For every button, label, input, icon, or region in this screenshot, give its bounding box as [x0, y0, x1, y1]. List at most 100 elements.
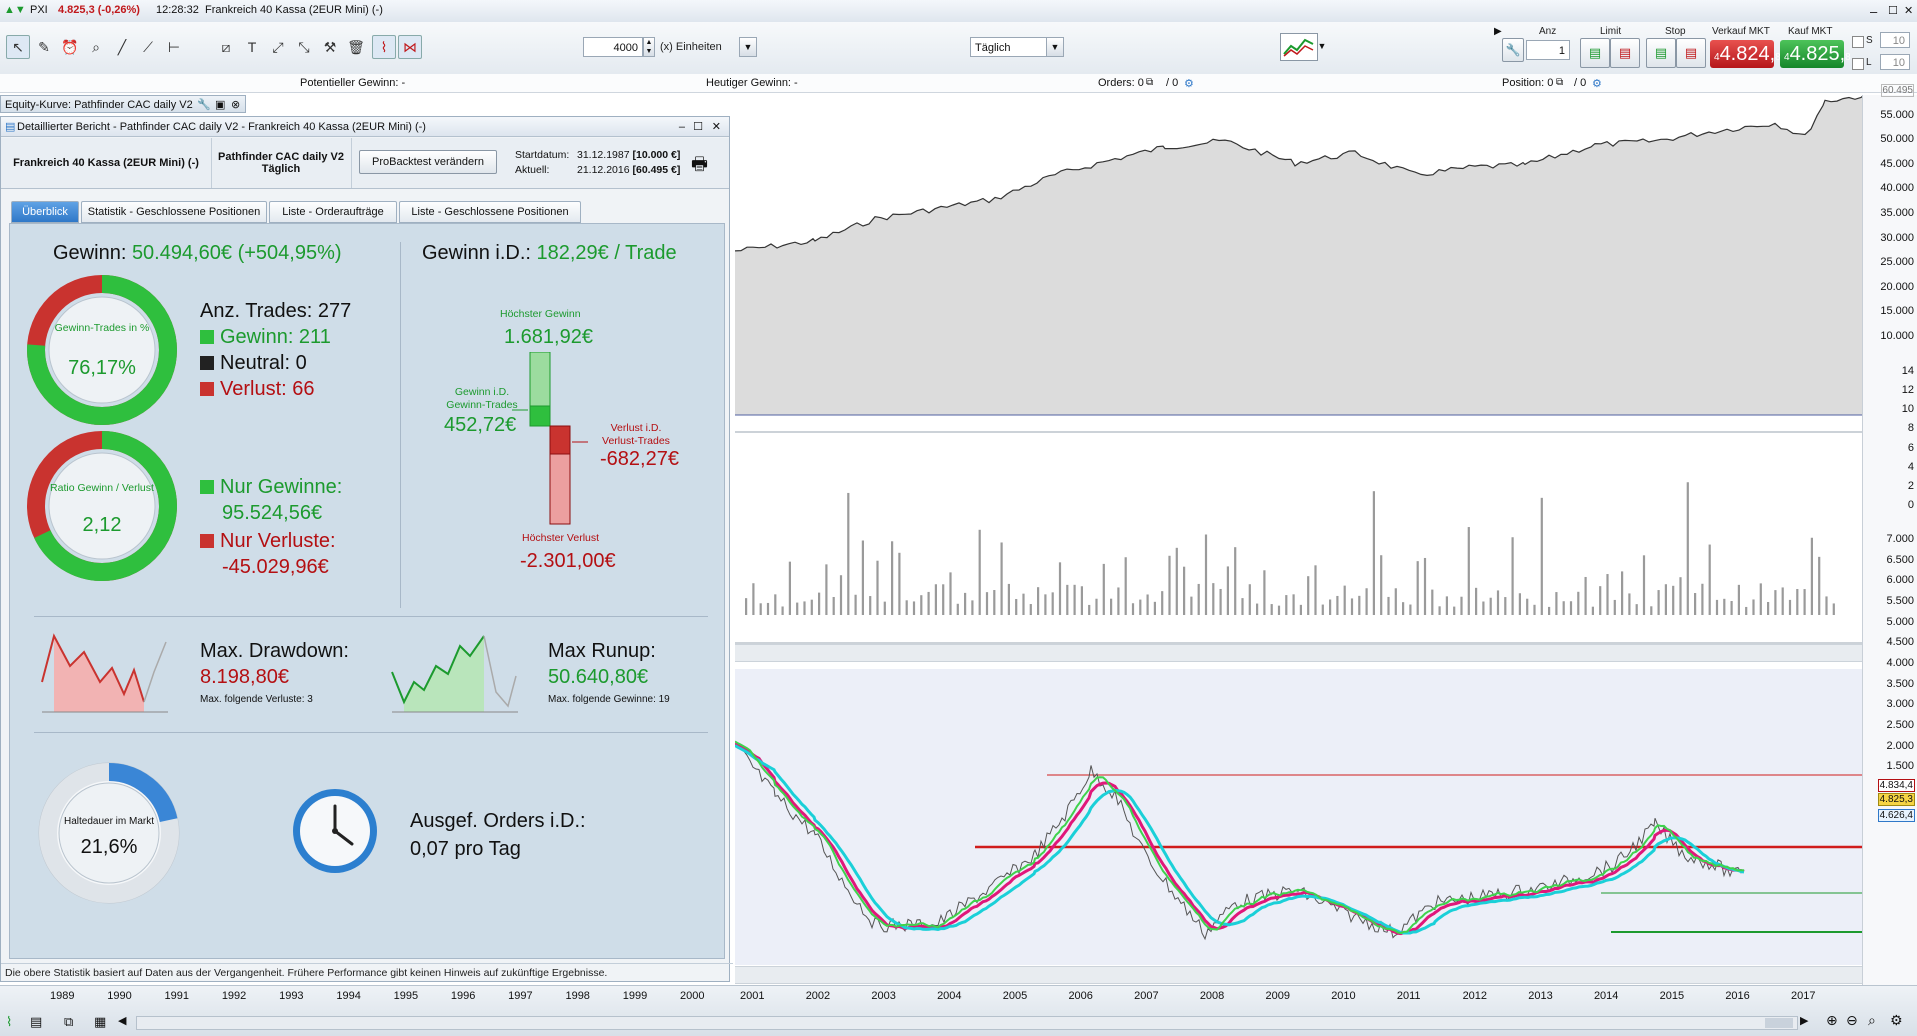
orders-icon[interactable]: ⧉ — [1146, 77, 1154, 88]
maximize-icon[interactable]: ☐ — [693, 121, 703, 133]
scroll-right-icon[interactable]: ▶ — [1800, 1015, 1809, 1027]
tab-orders[interactable]: Liste - Orderaufträge — [269, 201, 397, 223]
chart-type-dropdown-icon[interactable]: ▼ — [1317, 41, 1327, 51]
avg-loss-label: Verlust i.D. Verlust-Trades — [602, 422, 670, 447]
equity-curve-tab[interactable]: Equity-Kurve: Pathfinder CAC daily V2 🔧 … — [0, 95, 246, 113]
settings-icon[interactable]: ⚙ — [1890, 1012, 1903, 1028]
chart-icon-2[interactable]: ▤ — [30, 1014, 43, 1029]
equity-tick: 15.000 — [1880, 305, 1914, 318]
delete-icon[interactable]: 🗑 — [347, 39, 365, 55]
volume-bar — [1285, 595, 1288, 615]
report-strategy-cell: Pathfinder CAC daily V2 Täglich — [211, 138, 352, 188]
neutral-label: Neutral: 0 — [220, 352, 307, 374]
position-settings-icon[interactable]: ⚙ — [1592, 78, 1602, 90]
anz-input[interactable]: 1 — [1526, 40, 1570, 60]
scroll-left-icon[interactable]: ◀ — [118, 1015, 127, 1027]
scroll-thumb[interactable] — [1765, 1018, 1793, 1028]
limit-buy-button[interactable]: ▤ — [1580, 38, 1610, 68]
symbol-label[interactable]: PXI — [30, 4, 48, 16]
volume-bar — [1599, 586, 1602, 615]
zoom-reset-icon[interactable]: ⌕ — [1868, 1012, 1876, 1028]
s-input[interactable]: 10 — [1880, 32, 1910, 48]
sell-mkt-button[interactable]: 44.824,8 — [1710, 40, 1781, 68]
volume-bar — [1066, 584, 1069, 615]
volume-bar — [1577, 591, 1580, 615]
neutral-row: Neutral: 0 — [200, 352, 307, 375]
only-loss-value: -45.029,96€ — [222, 556, 329, 578]
ray-icon[interactable]: ⟋ — [143, 39, 153, 55]
orders-settings-icon[interactable]: ⚙ — [1184, 78, 1194, 90]
unit-label: (x) Einheiten — [660, 41, 722, 53]
window-icon[interactable]: ▣ — [215, 99, 226, 111]
max-loss-bar — [549, 453, 571, 525]
volume-bar — [1818, 556, 1821, 615]
limit-sell-button[interactable]: ▤ — [1610, 38, 1640, 68]
chart-icon-4[interactable]: ▦ — [94, 1014, 107, 1029]
close-icon[interactable]: ✕ — [711, 121, 721, 133]
s-checkbox[interactable] — [1852, 36, 1864, 48]
right-year-label: 2003 — [871, 990, 896, 1002]
zoom-in-icon[interactable]: ⊕ — [1826, 1012, 1838, 1028]
price-chart-area[interactable] — [735, 95, 1862, 985]
cursor-icon[interactable]: ↖ — [6, 35, 30, 59]
volume-bar — [1453, 606, 1456, 615]
max-loss-value: -2.301,00€ — [520, 550, 616, 572]
fib-icon[interactable]: ⧄ — [221, 39, 231, 55]
horizontal-scrollbar[interactable] — [136, 1016, 1798, 1030]
wrench-icon[interactable]: 🔧 — [197, 99, 211, 111]
channel-icon[interactable]: ⤢ — [272, 39, 284, 55]
text-icon[interactable]: T — [247, 39, 257, 55]
print-icon[interactable]: 🖶 — [691, 154, 708, 174]
app-icon[interactable]: ▲▼ — [4, 4, 26, 16]
l-input[interactable]: 10 — [1880, 54, 1910, 70]
chart-icon-3[interactable]: ⧉ — [64, 1014, 74, 1029]
buy-mkt-button[interactable]: 44.825,8 — [1780, 40, 1851, 68]
chart-type-icon[interactable] — [1280, 33, 1318, 61]
ratio-center — [48, 452, 156, 560]
tab-statistics[interactable]: Statistik - Geschlossene Positionen — [81, 201, 267, 223]
quantity-stepper[interactable]: ▲ ▼ — [643, 37, 655, 57]
alarm-icon[interactable]: ⏰ — [61, 39, 79, 55]
line-icon[interactable]: ╱ — [117, 39, 127, 55]
tab-closed-positions[interactable]: Liste - Geschlossene Positionen — [399, 201, 581, 223]
chart-icon-1[interactable]: ⌇ — [6, 1014, 13, 1029]
stop-buy-button[interactable]: ▤ — [1646, 38, 1676, 68]
today-gain: Heutiger Gewinn: - — [706, 77, 798, 89]
zoom-icon[interactable]: ⌕ — [92, 39, 100, 55]
trend-icon[interactable]: ⤡ — [298, 39, 310, 55]
tools-icon[interactable]: ⚒ — [323, 39, 337, 55]
volume-bar — [1781, 587, 1784, 615]
quantity-input[interactable]: 4000 — [583, 37, 643, 57]
minimize-icon[interactable]: – — [1870, 4, 1878, 19]
modify-backtest-button[interactable]: ProBacktest verändern — [359, 150, 497, 174]
right-year-label: 2012 — [1462, 990, 1488, 1002]
volume-bar — [1080, 586, 1083, 615]
left-year-label: 2000 — [680, 990, 705, 1002]
volume-bar — [832, 596, 835, 615]
minimize-icon[interactable]: – — [678, 121, 685, 133]
volume-bar — [1190, 596, 1193, 615]
wrench-icon[interactable]: 🔧 — [1502, 38, 1524, 62]
close-icon[interactable]: ✕ — [1904, 5, 1914, 17]
price-axis[interactable]: 60.495 55.000 50.000 45.000 40.000 35.000 30.0… — [1862, 84, 1917, 985]
report-instrument: Frankreich 40 Kassa (2EUR Mini) (-) — [1, 138, 212, 188]
chart-mode-icon[interactable]: ⌇ — [372, 35, 396, 59]
position-icon[interactable]: ⧉ — [1556, 77, 1564, 88]
pattern-icon[interactable]: ⋈ — [398, 35, 422, 59]
close-icon[interactable]: ⊗ — [231, 99, 241, 111]
zoom-out-icon[interactable]: ⊖ — [1846, 1012, 1858, 1028]
unit-dropdown-icon[interactable]: ▼ — [739, 37, 757, 57]
equity-tick: 35.000 — [1880, 207, 1914, 219]
collapse-icon[interactable]: ▶ — [1494, 26, 1502, 37]
maximize-icon[interactable]: ☐ — [1888, 5, 1898, 17]
period-select[interactable]: Täglich — [970, 37, 1048, 57]
ruler-icon[interactable]: ✎ — [38, 39, 50, 55]
stop-sell-button[interactable]: ▤ — [1676, 38, 1706, 68]
hline-icon[interactable]: ⊢ — [167, 39, 181, 55]
l-checkbox[interactable] — [1852, 58, 1864, 70]
period-dropdown-icon[interactable]: ▼ — [1046, 37, 1064, 57]
volume-bar — [774, 594, 777, 615]
volume-bar — [796, 602, 799, 615]
price-tick: 5.500 — [1886, 595, 1914, 607]
tab-overview[interactable]: Überblick — [11, 201, 79, 223]
